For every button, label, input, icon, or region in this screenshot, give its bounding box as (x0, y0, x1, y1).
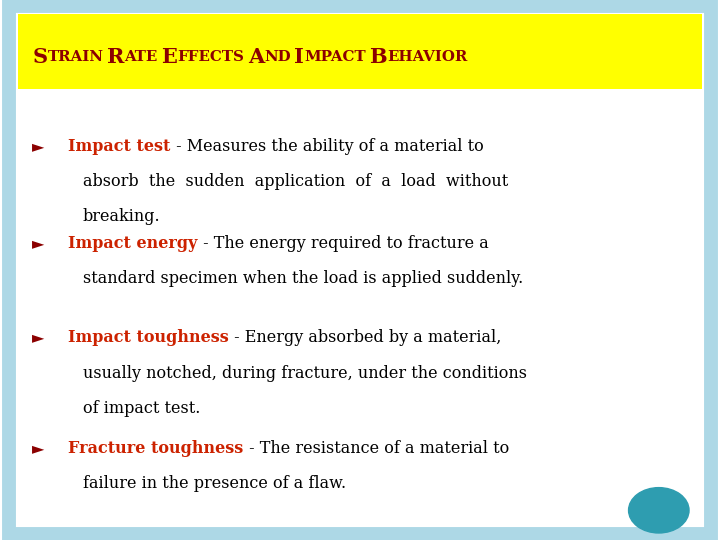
Text: I: I (294, 46, 304, 67)
Text: failure in the presence of a flaw.: failure in the presence of a flaw. (83, 475, 346, 492)
Text: - The resistance of a material to: - The resistance of a material to (243, 440, 509, 457)
Text: - Energy absorbed by a material,: - Energy absorbed by a material, (229, 329, 502, 346)
Text: Impact toughness: Impact toughness (68, 329, 229, 346)
Text: Impact test: Impact test (68, 138, 171, 154)
Text: - The energy required to fracture a: - The energy required to fracture a (198, 235, 489, 252)
Text: absorb  the  sudden  application  of  a  load  without: absorb the sudden application of a load … (83, 173, 508, 190)
Text: EHAVIOR: EHAVIOR (387, 50, 467, 64)
Text: breaking.: breaking. (83, 208, 161, 225)
Text: standard specimen when the load is applied suddenly.: standard specimen when the load is appli… (83, 270, 523, 287)
Text: ►: ► (32, 440, 45, 457)
Text: ATE: ATE (125, 50, 158, 64)
Text: MPACT: MPACT (304, 50, 366, 64)
Text: ►: ► (32, 138, 45, 154)
Text: ►: ► (32, 235, 45, 252)
FancyBboxPatch shape (9, 6, 711, 534)
Text: R: R (107, 46, 125, 67)
Text: A: A (248, 46, 264, 67)
Text: TRAIN: TRAIN (48, 50, 104, 64)
Text: FFECTS: FFECTS (177, 50, 244, 64)
Text: B: B (369, 46, 387, 67)
Text: usually notched, during fracture, under the conditions: usually notched, during fracture, under … (83, 364, 527, 381)
Text: ND: ND (264, 50, 291, 64)
Text: S: S (32, 46, 48, 67)
Text: - Measures the ability of a material to: - Measures the ability of a material to (171, 138, 484, 154)
FancyBboxPatch shape (18, 14, 702, 89)
Circle shape (629, 488, 689, 533)
Text: Impact energy: Impact energy (68, 235, 198, 252)
Text: Fracture toughness: Fracture toughness (68, 440, 243, 457)
Text: E: E (161, 46, 177, 67)
Text: of impact test.: of impact test. (83, 400, 200, 416)
Text: ►: ► (32, 329, 45, 346)
